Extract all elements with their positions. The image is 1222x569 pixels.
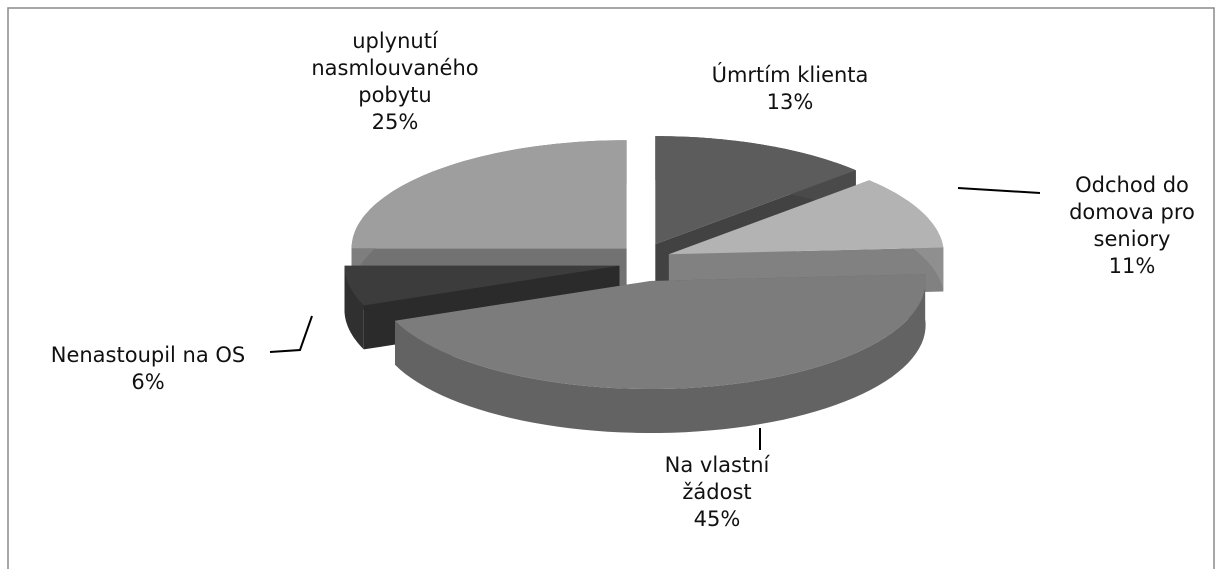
value-label: 13% <box>766 90 814 114</box>
slice-top <box>351 140 627 249</box>
slice-top <box>668 180 944 255</box>
slice-top <box>655 136 856 245</box>
data-label: uplynutí nasmlouvaného pobytu 25% <box>305 28 485 136</box>
data-label: Úmrtím klienta 13% <box>675 62 905 116</box>
slice-top <box>395 274 926 389</box>
chart-frame <box>7 7 1215 569</box>
category-label: Na vlastní žádost <box>664 453 770 504</box>
category-label: uplynutí nasmlouvaného pobytu <box>311 29 479 107</box>
pie <box>344 136 944 433</box>
data-label: Nenastoupil na OS 6% <box>38 342 258 396</box>
leaders <box>269 187 1041 450</box>
leader-line <box>269 315 313 353</box>
slice-top <box>344 265 620 306</box>
value-label: 6% <box>131 370 165 394</box>
value-label: 45% <box>693 507 741 531</box>
value-label: 25% <box>371 110 419 134</box>
slice-wall <box>344 265 364 350</box>
category-label: Úmrtím klienta <box>711 63 869 87</box>
category-label: Odchod do domova pro seniory <box>1069 173 1195 251</box>
category-label: Nenastoupil na OS <box>50 343 246 367</box>
slice <box>395 274 926 433</box>
leader-line <box>957 187 1041 194</box>
slice-wall <box>395 274 926 433</box>
data-label: Odchod do domova pro seniory 11% <box>1047 172 1217 280</box>
slice <box>668 180 944 299</box>
value-label: 11% <box>1108 254 1156 278</box>
data-label: Na vlastní žádost 45% <box>632 452 802 533</box>
